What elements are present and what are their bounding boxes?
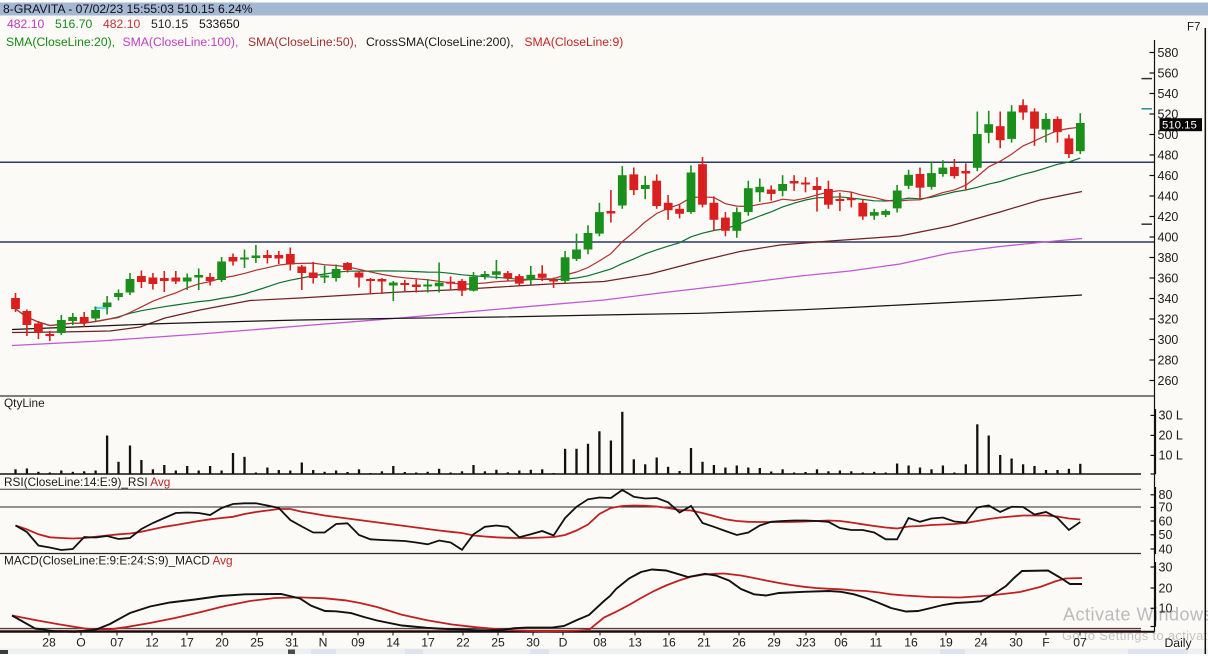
svg-text:RSI(CloseLine:14:E:9)_RSI Avg: RSI(CloseLine:14:E:9)_RSI Avg	[4, 475, 170, 489]
svg-text:17: 17	[180, 636, 194, 650]
svg-text:13: 13	[628, 636, 642, 650]
svg-text:10 L: 10 L	[1159, 449, 1183, 463]
svg-text:D: D	[559, 636, 568, 650]
svg-text:08: 08	[593, 636, 607, 650]
svg-text:40: 40	[1159, 542, 1173, 556]
svg-text:500: 500	[1158, 128, 1179, 142]
svg-text:300: 300	[1158, 333, 1179, 347]
svg-text:SMA(CloseLine:9): SMA(CloseLine:9)	[524, 35, 623, 49]
svg-text:60: 60	[1159, 514, 1173, 528]
svg-text:50: 50	[1159, 528, 1173, 542]
svg-text:20: 20	[1159, 581, 1173, 595]
svg-text:12: 12	[145, 636, 159, 650]
svg-text:30: 30	[1159, 560, 1173, 574]
svg-text:420: 420	[1158, 210, 1179, 224]
svg-text:480: 480	[1158, 148, 1179, 162]
svg-text:30 L: 30 L	[1159, 409, 1183, 423]
svg-text:380: 380	[1158, 251, 1179, 265]
svg-text:06: 06	[834, 636, 848, 650]
svg-text:560: 560	[1158, 66, 1179, 80]
svg-text:14: 14	[386, 636, 400, 650]
svg-text:80: 80	[1159, 488, 1173, 502]
svg-text:482.10: 482.10	[103, 17, 140, 31]
svg-text:30: 30	[526, 636, 540, 650]
svg-text:11: 11	[870, 636, 883, 650]
svg-text:520: 520	[1158, 107, 1179, 121]
svg-text:440: 440	[1158, 189, 1179, 203]
svg-text:QtyLine: QtyLine	[4, 396, 45, 410]
svg-text:SMA(CloseLine:100),: SMA(CloseLine:100),	[123, 35, 239, 49]
svg-text:360: 360	[1158, 271, 1179, 285]
svg-text:460: 460	[1158, 169, 1179, 183]
svg-text:28: 28	[42, 636, 56, 650]
svg-text:07: 07	[110, 636, 124, 650]
svg-text:CrossSMA(CloseLine:200),: CrossSMA(CloseLine:200),	[366, 35, 514, 49]
svg-text:16: 16	[662, 636, 676, 650]
svg-text:O: O	[76, 636, 85, 650]
svg-text:J23: J23	[796, 636, 816, 650]
svg-text:510.15: 510.15	[1162, 120, 1197, 132]
svg-text:SMA(CloseLine:50),: SMA(CloseLine:50),	[248, 35, 357, 49]
svg-text:N: N	[319, 636, 328, 650]
svg-text:Activate Windows: Activate Windows	[1063, 605, 1208, 625]
svg-text:25: 25	[250, 636, 264, 650]
svg-text:16: 16	[904, 636, 918, 650]
svg-text:F: F	[1042, 636, 1049, 650]
svg-text:516.70: 516.70	[55, 17, 92, 31]
svg-text:22: 22	[456, 636, 470, 650]
svg-text:540: 540	[1158, 87, 1179, 101]
svg-text:SMA(CloseLine:20),: SMA(CloseLine:20),	[6, 35, 115, 49]
svg-text:482.10: 482.10	[7, 17, 44, 31]
svg-text:340: 340	[1158, 292, 1179, 306]
svg-text:20: 20	[215, 636, 229, 650]
svg-text:510.15: 510.15	[151, 17, 188, 31]
svg-text:07: 07	[1073, 636, 1087, 650]
svg-text:17: 17	[421, 636, 435, 650]
svg-text:580: 580	[1158, 46, 1179, 60]
svg-text:400: 400	[1158, 230, 1179, 244]
svg-text:26: 26	[732, 636, 746, 650]
svg-text:10: 10	[1159, 602, 1173, 616]
svg-text:260: 260	[1158, 374, 1179, 388]
svg-text:Daily: Daily	[1165, 636, 1193, 650]
svg-text:MACD(CloseLine:E:9:E:24:S:9)_M: MACD(CloseLine:E:9:E:24:S:9)_MACD Avg	[4, 554, 233, 568]
svg-text:8-GRAVITA - 07/02/23 15:55:03: 8-GRAVITA - 07/02/23 15:55:03 510.15 6.2…	[3, 2, 253, 16]
svg-text:19: 19	[939, 636, 953, 650]
svg-text:70: 70	[1159, 501, 1173, 515]
svg-text:24: 24	[974, 636, 988, 650]
svg-text:21: 21	[697, 636, 711, 650]
svg-text:25: 25	[491, 636, 505, 650]
svg-text:280: 280	[1158, 353, 1179, 367]
svg-text:533650: 533650	[199, 17, 240, 31]
svg-text:29: 29	[767, 636, 781, 650]
svg-text:20 L: 20 L	[1159, 429, 1183, 443]
svg-text:F7: F7	[1187, 22, 1200, 34]
svg-text:320: 320	[1158, 312, 1179, 326]
svg-text:31: 31	[285, 636, 299, 650]
svg-text:09: 09	[351, 636, 365, 650]
svg-text:30: 30	[1009, 636, 1023, 650]
